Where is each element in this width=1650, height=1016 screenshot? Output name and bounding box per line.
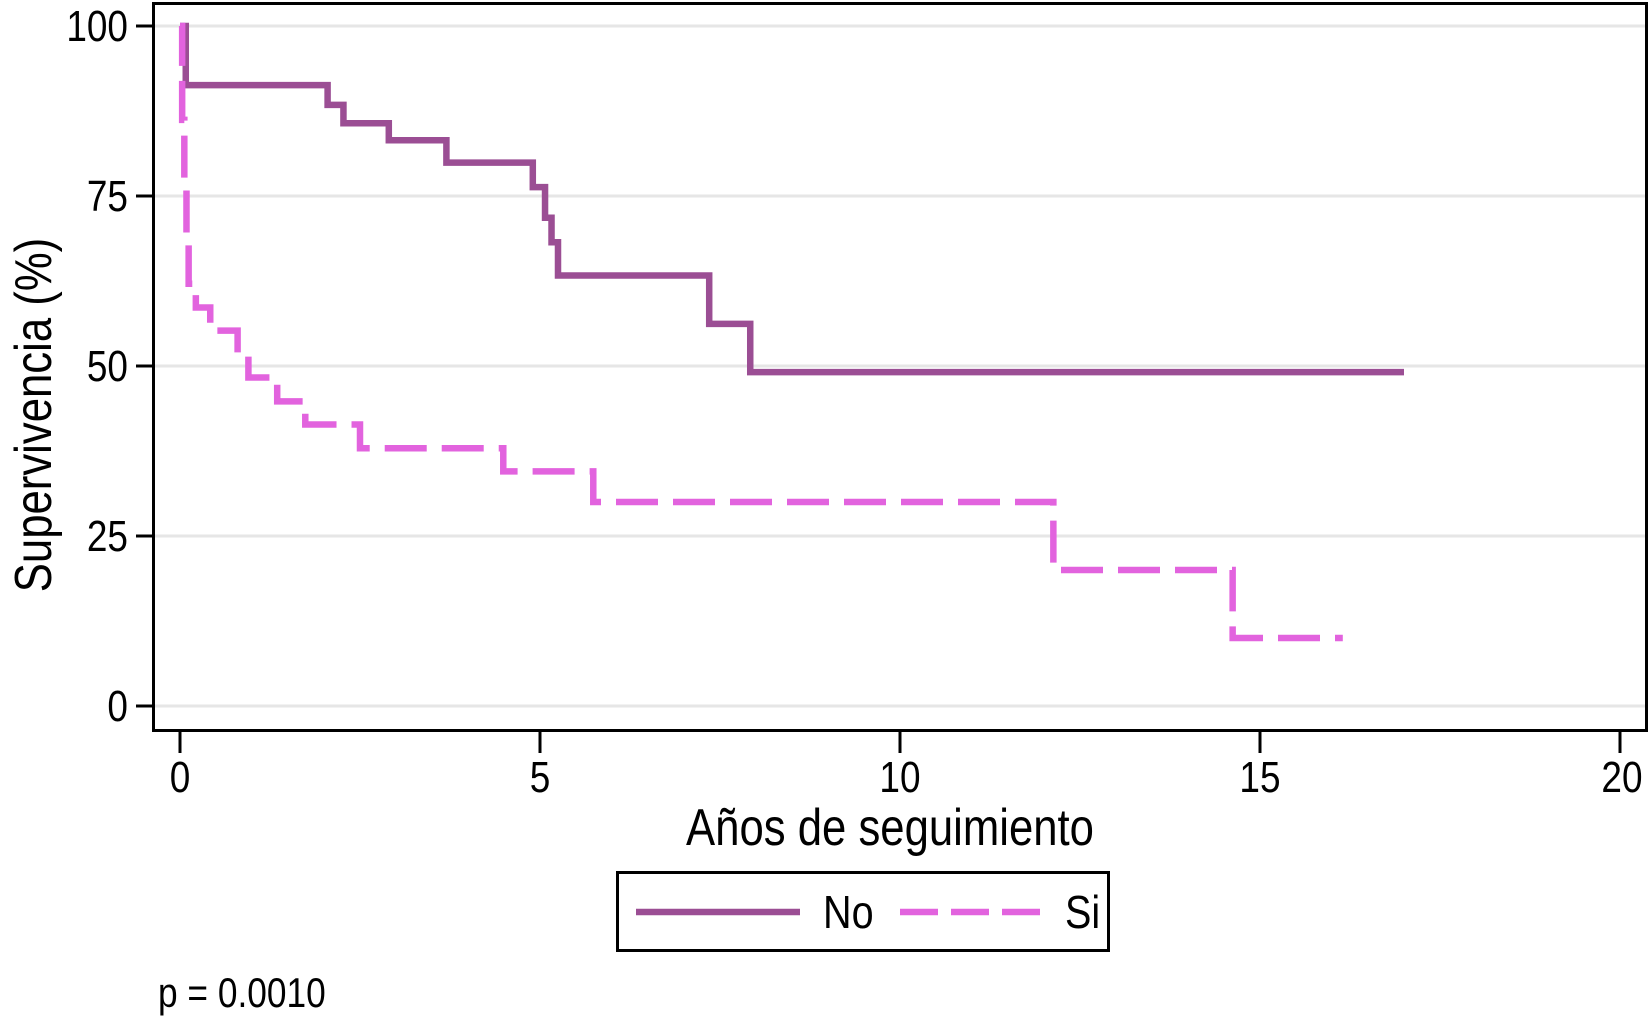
x-axis-title: Años de seguimiento: [686, 799, 1094, 857]
p-value-annotation: p = 0.0010: [158, 969, 326, 1016]
y-tick-label-50: 50: [86, 342, 128, 391]
y-tick-label-100: 100: [66, 2, 128, 51]
plot-border: [152, 2, 1648, 732]
legend-key-si-dashed-line: [900, 908, 1040, 915]
legend-key-no-solid-line: [636, 908, 800, 915]
x-tick-label-5: 5: [529, 753, 551, 802]
y-tick-label-0: 0: [107, 682, 128, 731]
y-tick-label-25: 25: [86, 512, 128, 561]
curve-si: [178, 22, 1343, 642]
legend-label-no: No: [823, 885, 874, 938]
x-tick-label-15: 15: [1239, 753, 1281, 802]
y-tick-label-75: 75: [86, 172, 128, 221]
x-tick-label-10: 10: [879, 753, 921, 802]
legend: No Si: [616, 871, 1110, 952]
x-tick-label-20: 20: [1601, 753, 1643, 802]
legend-label-si: Si: [1065, 885, 1101, 938]
curve-no: [180, 22, 1404, 376]
x-tick-label-0: 0: [169, 753, 191, 802]
